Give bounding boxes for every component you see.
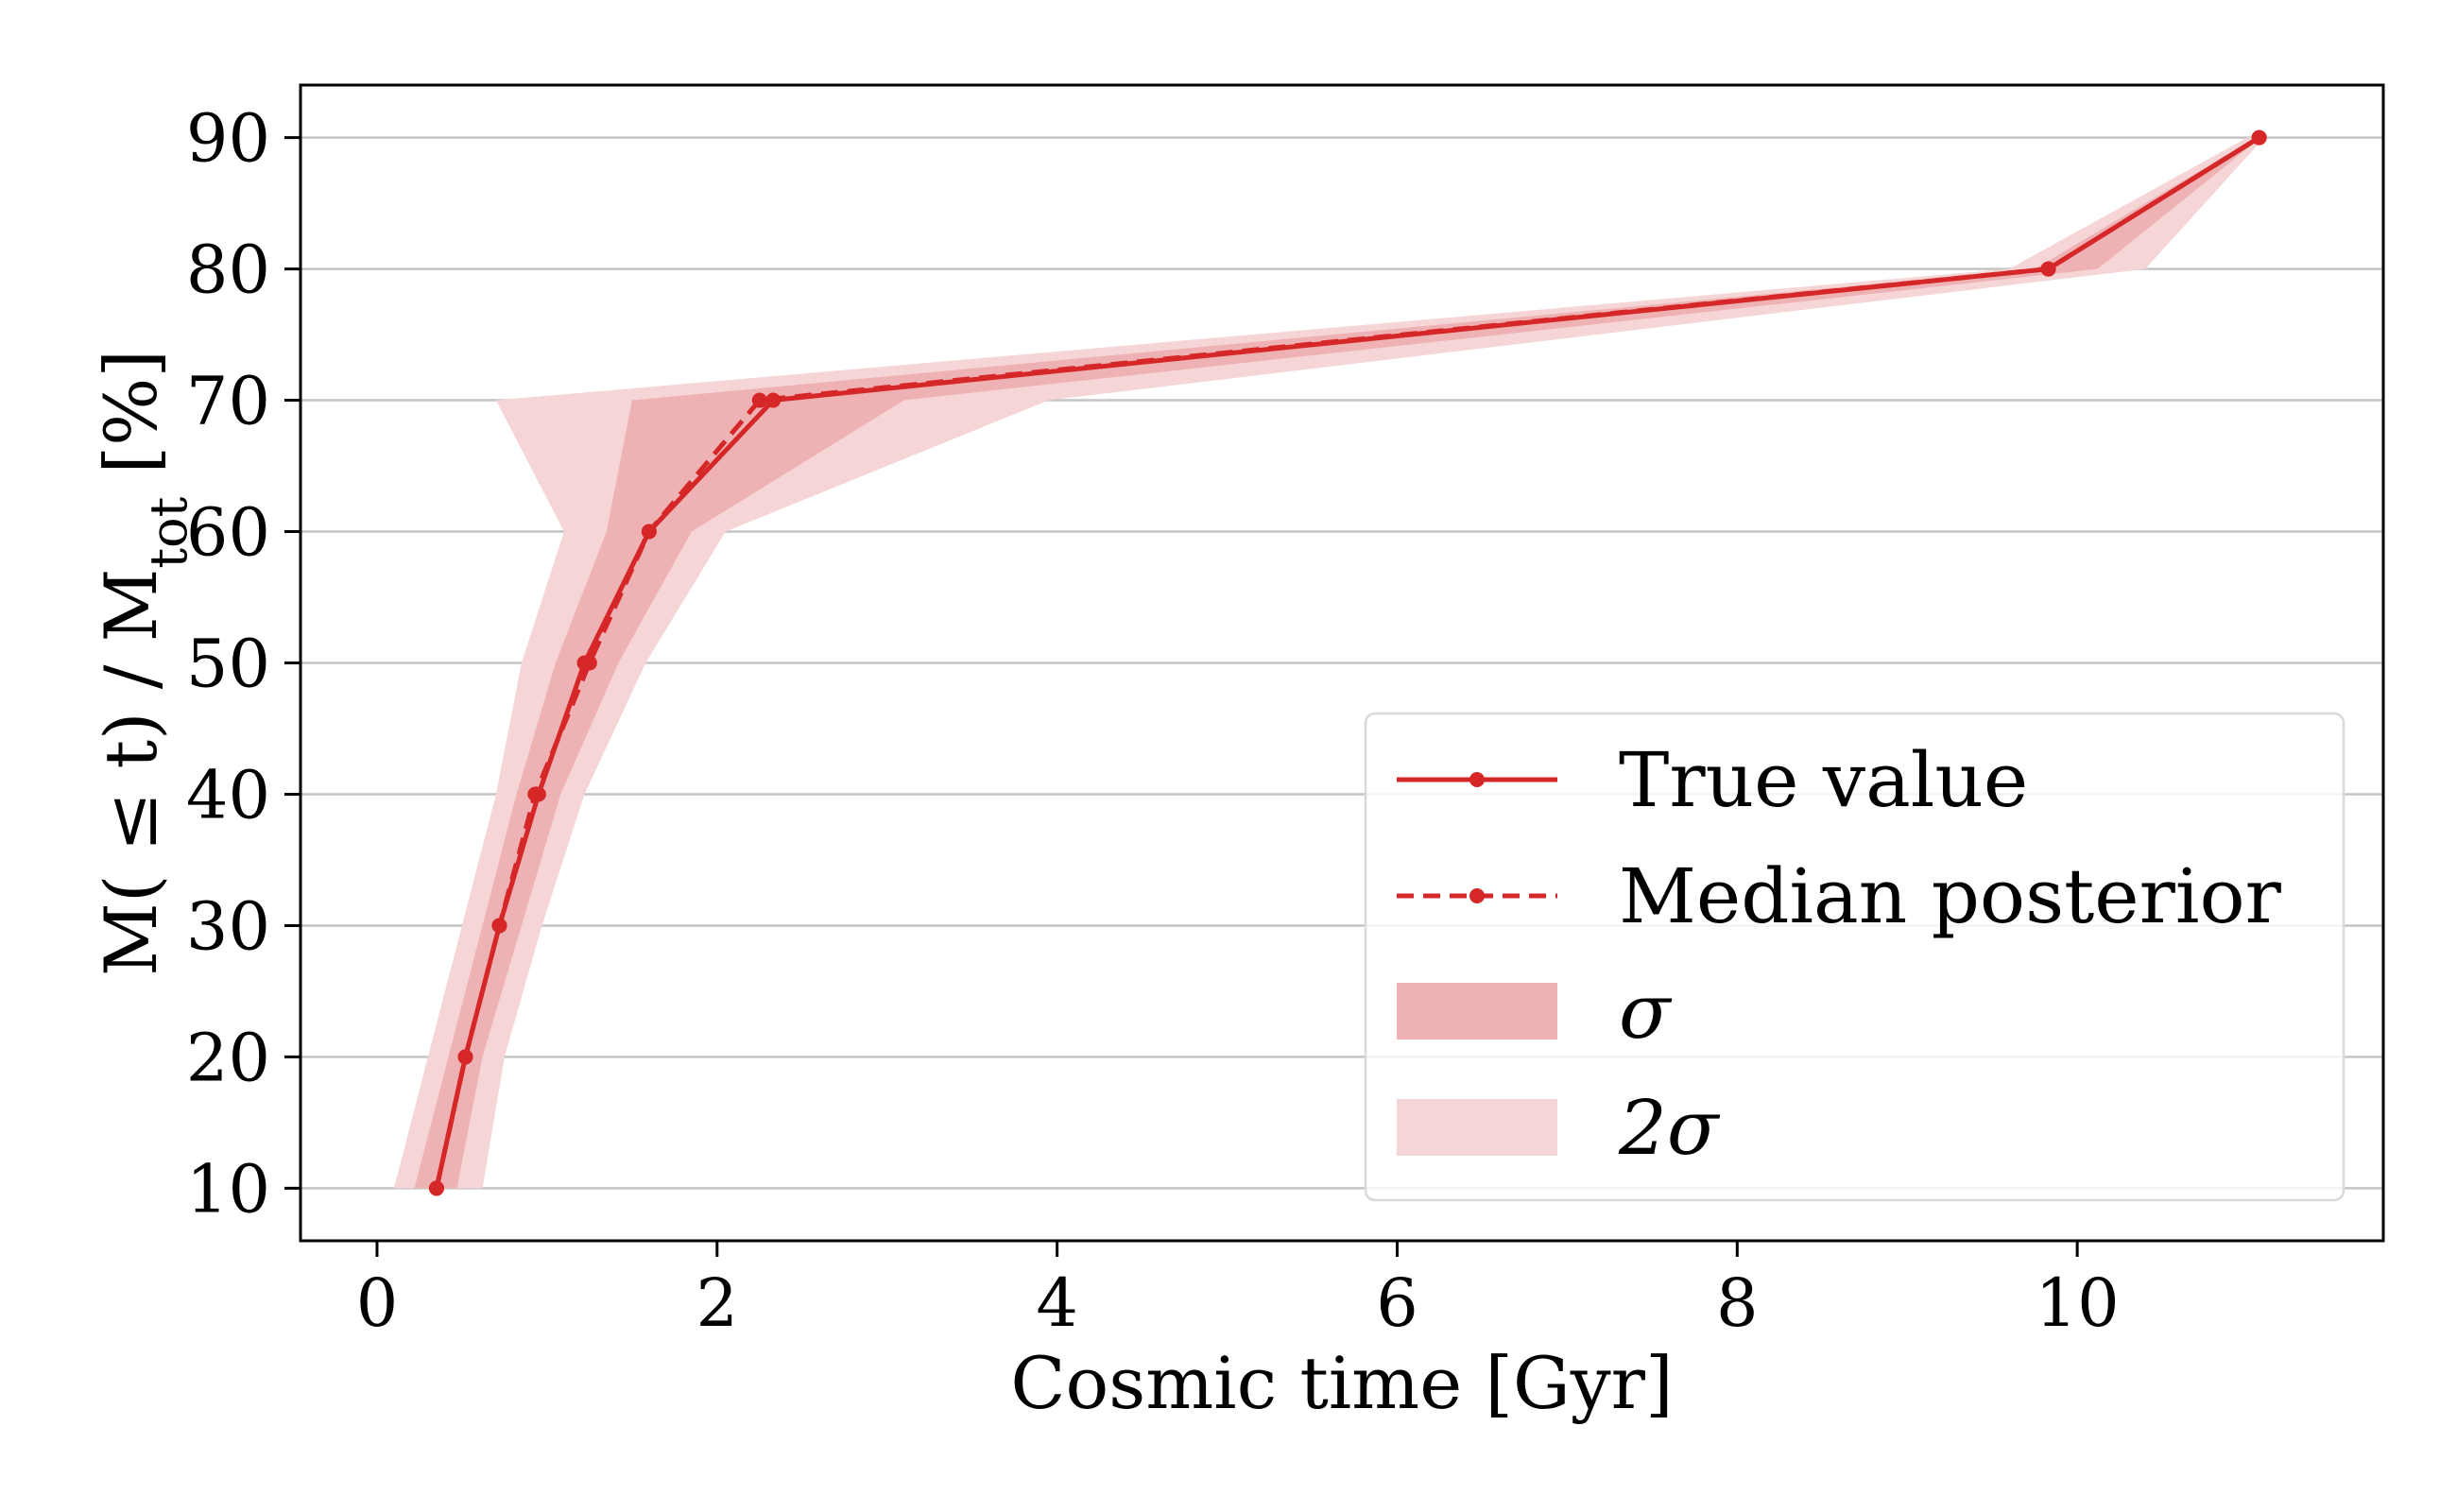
band-one-sigma xyxy=(414,137,2261,1189)
y-tick-label-70: 70 xyxy=(186,363,270,440)
legend: True value Median posterior σ 2σ xyxy=(1364,712,2345,1202)
x-tick-label-8: 8 xyxy=(1716,1264,1759,1342)
y-tick-label-40: 40 xyxy=(186,756,270,833)
y-axis-label-prefix: M( ≤ t) / M xyxy=(89,569,173,976)
point-median-posterior-8 xyxy=(2251,129,2267,146)
series-line-median-posterior xyxy=(434,135,2260,1189)
legend-entry-3-label: 2σ xyxy=(1618,1084,1721,1172)
x-tick-label-0: 0 xyxy=(356,1264,399,1342)
y-tick-label-80: 80 xyxy=(186,232,270,309)
x-tick-label-4: 4 xyxy=(1036,1264,1078,1342)
x-tick-label-10: 10 xyxy=(2036,1264,2120,1342)
legend-entry-2-swatch xyxy=(1397,983,1557,1040)
legend-entry-3-swatch xyxy=(1397,1099,1557,1156)
y-axis-label-suffix: [%] xyxy=(89,350,173,497)
y-tick-label-20: 20 xyxy=(186,1019,270,1096)
point-median-posterior-5 xyxy=(641,524,657,540)
y-tick-label-60: 60 xyxy=(186,494,270,572)
axis-ticks: 0 2 4 6 8 10 10 20 30 40 50 60 70 80 90 xyxy=(186,100,2120,1342)
x-axis-label: Cosmic time [Gyr] xyxy=(1010,1341,1673,1425)
y-tick-label-50: 50 xyxy=(186,626,270,703)
legend-box xyxy=(1364,712,2345,1202)
point-median-posterior-0 xyxy=(428,1180,444,1196)
legend-entry-2-label: σ xyxy=(1619,968,1673,1056)
point-median-posterior-7 xyxy=(2040,261,2056,277)
legend-entry-0-marker xyxy=(1469,772,1485,787)
y-tick-label-10: 10 xyxy=(186,1150,270,1228)
point-median-posterior-3 xyxy=(527,786,543,802)
y-axis-label: M( ≤ t) / Mtot [%] xyxy=(89,350,198,976)
y-tick-label-30: 30 xyxy=(186,887,270,965)
point-median-posterior-6 xyxy=(751,392,767,408)
point-median-posterior-4 xyxy=(581,655,597,671)
point-median-posterior-2 xyxy=(491,918,507,934)
data-lines xyxy=(428,129,2267,1196)
legend-entry-1-marker xyxy=(1469,888,1485,903)
y-axis-label-subscript: tot xyxy=(139,496,198,568)
point-median-posterior-1 xyxy=(457,1049,473,1065)
legend-items: True value Median posterior σ 2σ xyxy=(1397,736,2282,1172)
confidence-bands xyxy=(393,137,2265,1189)
x-tick-label-2: 2 xyxy=(696,1264,739,1342)
y-tick-label-90: 90 xyxy=(186,100,270,178)
x-tick-label-6: 6 xyxy=(1376,1264,1418,1342)
legend-entry-0-label: True value xyxy=(1619,736,2028,824)
legend-entry-1-label: Median posterior xyxy=(1619,852,2282,940)
